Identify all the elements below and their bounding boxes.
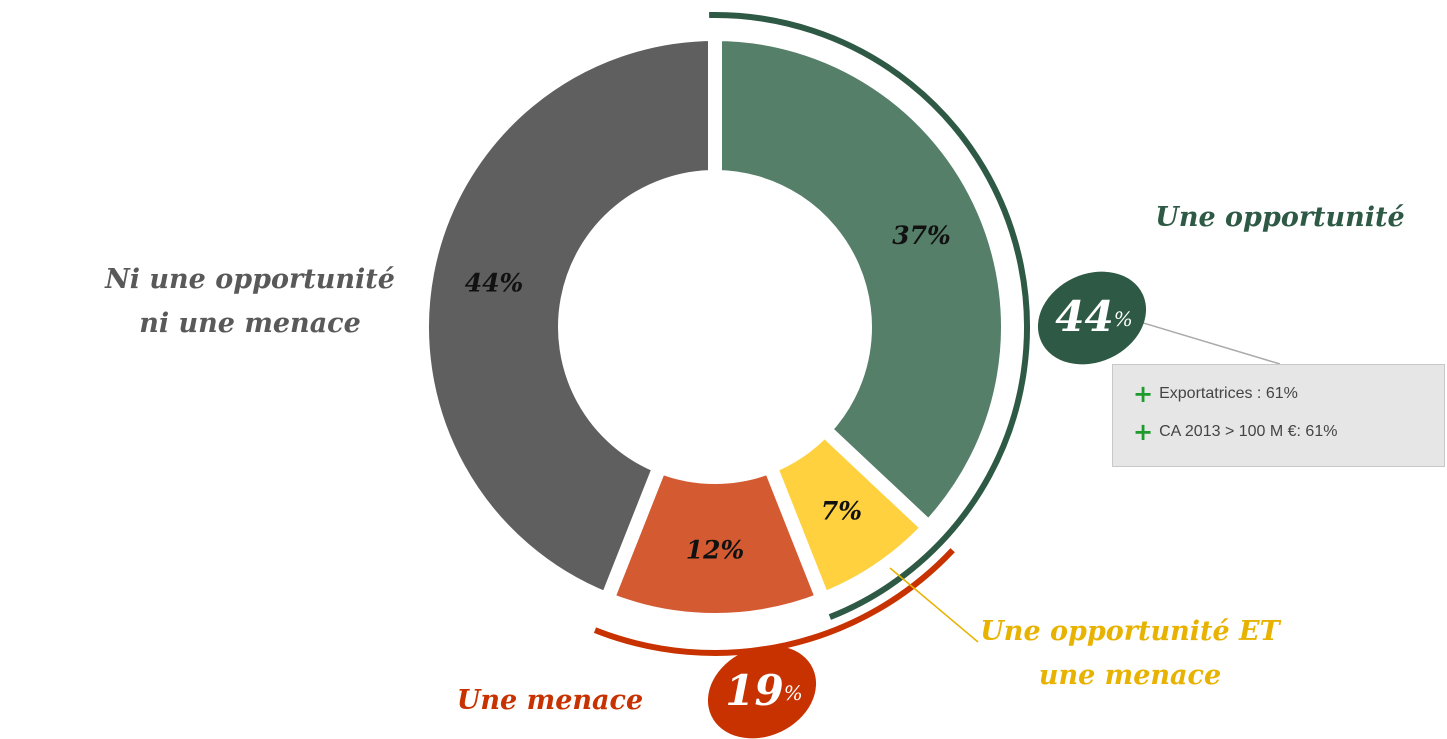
data-label: 12% — [686, 536, 745, 565]
group-label: 44% — [1055, 292, 1132, 341]
group-arc — [709, 12, 1030, 620]
donut-segment — [415, 26, 722, 609]
connector — [1139, 321, 1281, 365]
group-label: 19% — [725, 666, 802, 715]
percent-sign: % — [784, 681, 803, 705]
percent-sign: % — [1114, 307, 1133, 331]
note-text: CA 2013 > 100 M €: 61% — [1159, 423, 1338, 440]
note-text: Exportatrices : 61% — [1159, 385, 1298, 402]
group-value: 19 — [725, 666, 783, 715]
connector — [889, 567, 979, 643]
plus-icon: + — [1133, 380, 1154, 408]
note: + CA 2013 > 100 M €: 61% — [1133, 418, 1444, 461]
group-bubble — [1037, 271, 1147, 365]
plus-icon: + — [1133, 418, 1154, 446]
category-label: Une opportunité — [1155, 202, 1405, 233]
group-value: 44 — [1055, 292, 1113, 341]
data-label: 37% — [892, 221, 951, 250]
category-label: Une opportunité ET une menace — [980, 616, 1280, 691]
note: + Exportatrices : 61% — [1133, 380, 1444, 423]
donut-segment — [708, 26, 1015, 538]
data-label: 44% — [465, 268, 524, 297]
group-bubble — [707, 645, 817, 739]
category-label: Ni une opportunité ni une menace — [105, 264, 395, 339]
note-box: + Exportatrices : 61% + CA 2013 > 100 M €:… — [1112, 364, 1445, 467]
category-label: Une menace — [456, 685, 644, 716]
data-label: 7% — [821, 497, 862, 526]
